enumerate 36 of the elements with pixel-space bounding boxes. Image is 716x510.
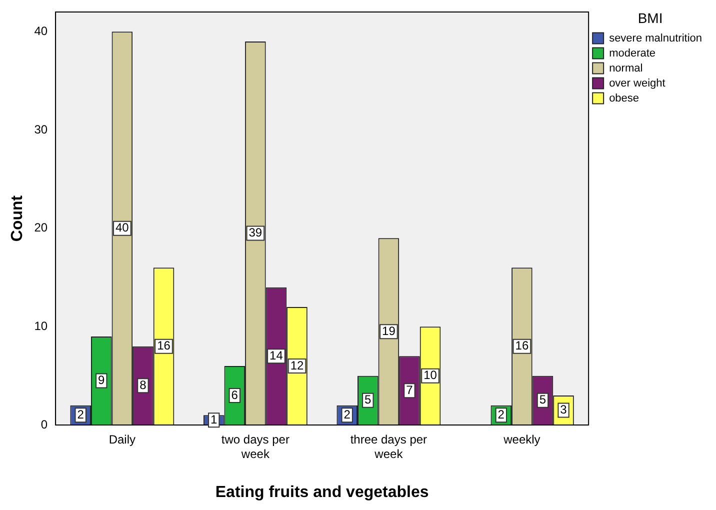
x-tick-label: three days per week: [350, 432, 428, 461]
data-label: 14: [270, 348, 284, 362]
y-tick-label: 10: [34, 318, 48, 333]
y-tick-label: 0: [40, 417, 48, 432]
x-axis-title: Eating fruits and vegetables: [215, 484, 429, 501]
data-label: 5: [364, 392, 372, 407]
data-label: 10: [424, 368, 438, 382]
data-label: 12: [290, 358, 304, 372]
y-tick-label: 20: [34, 220, 48, 235]
data-label: 8: [140, 378, 147, 392]
legend-label: over weight: [609, 77, 666, 90]
legend-label: moderate: [609, 47, 656, 60]
data-label: 16: [157, 338, 171, 353]
data-label: 5: [539, 392, 546, 407]
y-tick-label: 30: [34, 122, 48, 136]
data-label: 9: [98, 373, 106, 388]
data-label: 40: [115, 220, 130, 235]
y-axis-title: Count: [9, 194, 26, 242]
data-label: 2: [77, 407, 84, 422]
data-label: 19: [382, 324, 396, 338]
data-label: 16: [515, 338, 529, 353]
data-label: 2: [498, 407, 505, 422]
legend-label: normal: [609, 62, 643, 74]
legend-title: BMI: [638, 10, 663, 26]
data-label: 3: [560, 402, 568, 417]
data-label: 39: [248, 226, 262, 240]
data-label: 1: [210, 412, 218, 426]
y-tick-label: 40: [34, 24, 48, 38]
x-tick-label: weekly: [502, 432, 540, 447]
data-label: 2: [344, 407, 351, 422]
x-tick-label: two days per week: [221, 432, 290, 461]
legend-label: obese: [609, 92, 640, 104]
data-label: 6: [231, 388, 238, 402]
x-tick-label: Daily: [108, 432, 136, 447]
data-label: 7: [406, 382, 414, 397]
legend-label: severe malnutrition: [609, 32, 702, 44]
